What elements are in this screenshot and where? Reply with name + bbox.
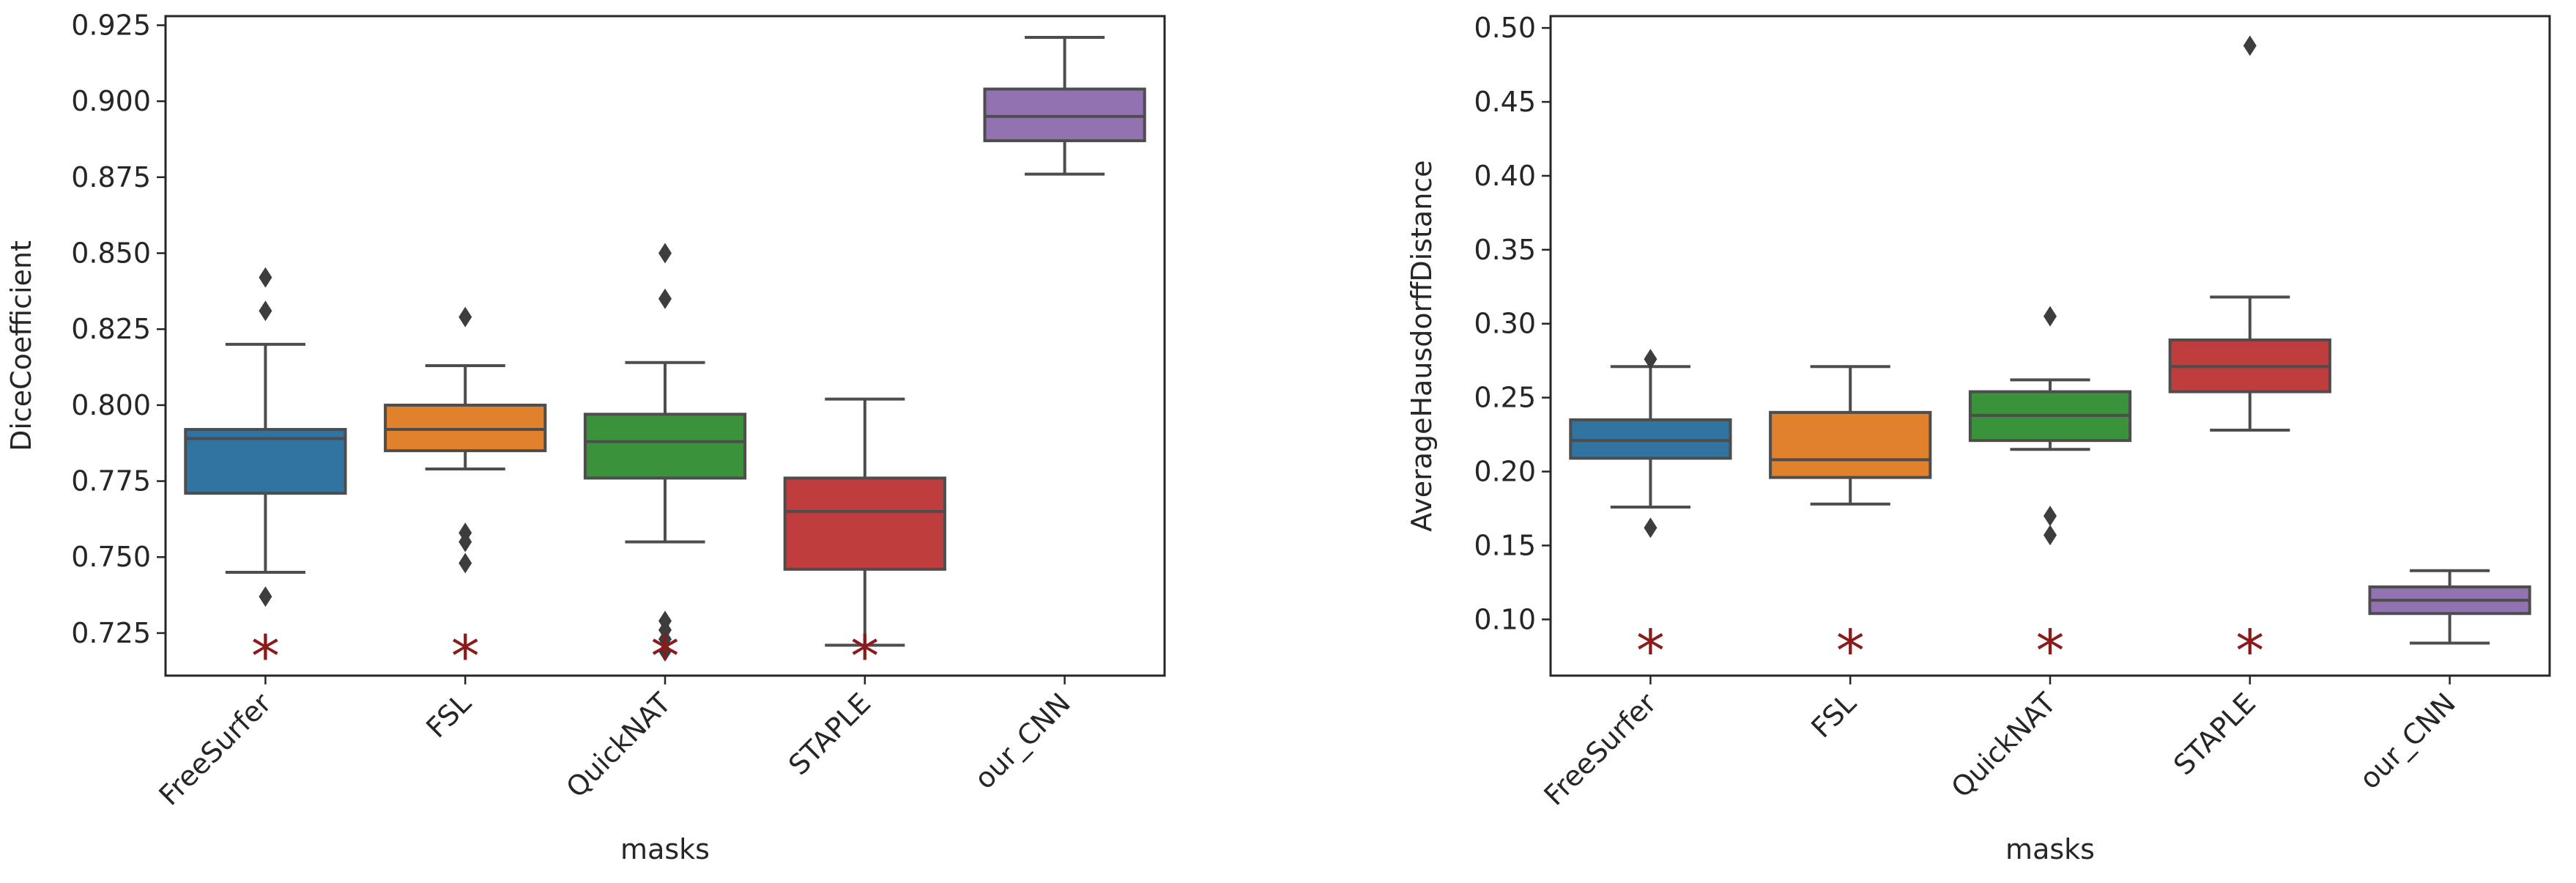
box-STAPLE: * (783, 397, 946, 690)
y-axis-label: AverageHausdorffDistance (1406, 160, 1438, 531)
x-tick-label: FSL (420, 687, 477, 744)
x-axis-label: masks (620, 833, 710, 865)
chart-average-hausdorff-distance: * * * * 0.10 0.15 0.20 0.25 0.30 0.35 0.40 0.45 0.50… (1406, 12, 2551, 865)
iqr-box (583, 413, 747, 480)
x-tick-label: STAPLE (2167, 687, 2262, 781)
box-FSL: * (384, 306, 547, 690)
box-our_CNN (983, 36, 1146, 176)
y-tick-label: 0.30 (1474, 308, 1536, 340)
significance-star: * (2036, 619, 2065, 685)
y-tick-label: 0.20 (1474, 456, 1536, 488)
outlier-point (459, 522, 472, 544)
iqr-box (783, 476, 946, 571)
x-tick-label: STAPLE (782, 687, 877, 781)
y-tick-label: 0.775 (71, 465, 151, 498)
outlier-point (658, 288, 672, 309)
plot-frame (1549, 15, 2551, 677)
y-tick-label: 0.725 (71, 617, 151, 649)
box-FreeSurfer: * (184, 267, 347, 690)
box-FSL: * (1769, 365, 1932, 685)
y-axis-label: DiceCoefficient (5, 240, 37, 451)
x-tick-label: FreeSurfer (1537, 687, 1663, 812)
y-tick-label: 0.925 (71, 9, 151, 41)
significance-star: * (2235, 619, 2264, 685)
x-tick-label: FSL (1805, 687, 1862, 744)
y-tick-label: 0.45 (1474, 86, 1536, 118)
box-QuickNAT: * (583, 243, 747, 690)
outlier-point (2044, 525, 2057, 546)
box-STAPLE: * (2168, 35, 2331, 685)
y-tick-label: 0.40 (1474, 160, 1536, 192)
y-tick-label: 0.25 (1474, 382, 1536, 414)
outlier-point (1644, 517, 1658, 539)
box-QuickNAT: * (1968, 306, 2132, 685)
x-tick-label: our_CNN (968, 687, 1077, 795)
outlier-point (459, 553, 472, 574)
chart-dice-coefficient: * * * *0.7250.7500.7750.8000.8250.8500.8750… (5, 9, 1166, 865)
x-tick-label: QuickNAT (1945, 687, 2062, 804)
iqr-box (384, 403, 547, 453)
y-tick-label: 0.10 (1474, 603, 1536, 635)
outlier-point (1644, 349, 1658, 370)
outlier-point (259, 300, 272, 322)
outlier-point (459, 306, 472, 328)
x-tick-label: FreeSurfer (152, 687, 278, 812)
y-tick-label: 0.825 (71, 313, 151, 345)
y-tick-label: 0.850 (71, 237, 151, 270)
outlier-point (658, 243, 672, 264)
iqr-box (184, 428, 347, 495)
outlier-point (2044, 306, 2057, 327)
y-tick-label: 0.750 (71, 541, 151, 573)
iqr-box (1769, 410, 1932, 479)
iqr-box (1569, 418, 1732, 460)
x-tick-label: our_CNN (2353, 687, 2462, 795)
outlier-point (2243, 35, 2257, 56)
x-tick-label: QuickNAT (560, 687, 677, 804)
y-tick-label: 0.15 (1474, 529, 1536, 561)
outlier-point (658, 640, 672, 662)
outlier-point (259, 267, 272, 288)
outlier-point (658, 610, 672, 632)
y-tick-label: 0.35 (1474, 234, 1536, 266)
outlier-point (2044, 506, 2057, 527)
y-tick-label: 0.800 (71, 389, 151, 421)
y-tick-label: 0.875 (71, 161, 151, 193)
box-our_CNN (2368, 569, 2531, 645)
outlier-point (259, 586, 272, 607)
x-axis-label: masks (2005, 833, 2095, 865)
box-FreeSurfer: * (1569, 349, 1732, 685)
y-tick-label: 0.900 (71, 85, 151, 117)
significance-star: * (1836, 619, 1865, 685)
y-tick-label: 0.50 (1474, 12, 1536, 44)
significance-star: * (1636, 619, 1665, 685)
iqr-box (983, 87, 1146, 143)
